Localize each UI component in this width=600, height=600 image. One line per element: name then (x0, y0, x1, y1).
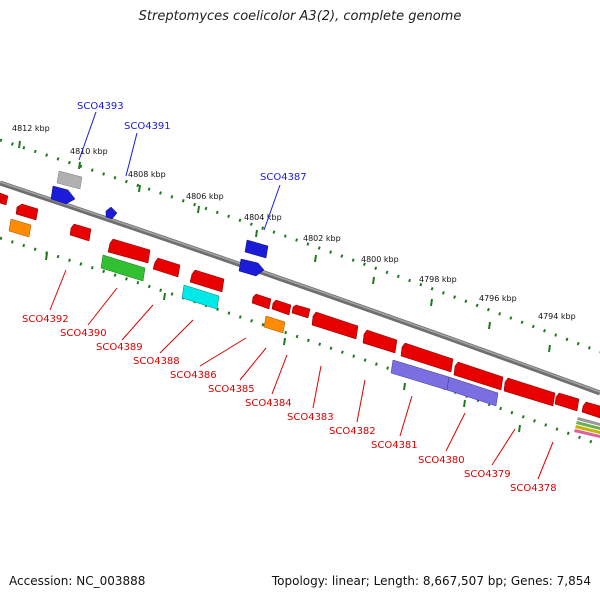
kbp-label: 4800 kbp (361, 255, 399, 264)
kbp-label: 4798 kbp (419, 275, 457, 284)
gene-label-sco4389[interactable]: SCO4389 (96, 342, 143, 353)
gene-label-sco4385[interactable]: SCO4385 (208, 384, 255, 395)
reverse-genes (0, 192, 600, 438)
gene-reverse[interactable] (453, 361, 504, 391)
gene-sco4391[interactable] (105, 206, 118, 220)
gene-reverse[interactable] (251, 293, 272, 310)
lower-major-ticks (45, 252, 521, 433)
gene-reverse[interactable] (503, 377, 556, 407)
topology-text: Topology: linear; Length: 8,667,507 bp; … (271, 574, 591, 588)
gene-reverse[interactable] (15, 203, 39, 221)
gene-label-sco4384[interactable]: SCO4384 (245, 398, 292, 409)
genome-backbone (0, 180, 600, 396)
gene-reverse[interactable] (362, 329, 398, 354)
gene-reverse[interactable] (291, 304, 311, 319)
gene-reverse[interactable] (107, 238, 151, 264)
gene-label-sco4392[interactable]: SCO4392 (22, 314, 69, 325)
gene-label-sco4379[interactable]: SCO4379 (464, 469, 511, 480)
gene-label-sco4388[interactable]: SCO4388 (133, 356, 180, 367)
gene-label-sco4387[interactable]: SCO4387 (260, 172, 307, 183)
gene-label-sco4382[interactable]: SCO4382 (329, 426, 376, 437)
gene-label-sco4393[interactable]: SCO4393 (77, 101, 124, 112)
gene-label-sco4390[interactable]: SCO4390 (60, 328, 107, 339)
gene-reverse[interactable] (271, 299, 292, 316)
gene-reverse[interactable] (8, 218, 32, 238)
kbp-label: 4810 kbp (70, 147, 108, 156)
gene-label-sco4378[interactable]: SCO4378 (510, 483, 557, 494)
kbp-label: 4794 kbp (538, 312, 576, 321)
gene-sco4386[interactable] (263, 315, 286, 334)
gene-sco4390[interactable] (100, 254, 146, 282)
gene-reverse[interactable] (581, 401, 600, 419)
accession-text: Accession: NC_003888 (9, 574, 146, 588)
gene-reverse[interactable] (554, 392, 580, 412)
kbp-label: 4808 kbp (128, 170, 166, 179)
kbp-label: 4802 kbp (303, 234, 341, 243)
gene-label-sco4391[interactable]: SCO4391 (124, 121, 171, 132)
gene-sco4393[interactable] (56, 170, 83, 190)
gene-label-sco4380[interactable]: SCO4380 (418, 455, 465, 466)
gene-reverse[interactable] (0, 192, 9, 206)
kbp-label: 4796 kbp (479, 294, 517, 303)
kbp-label: 4806 kbp (186, 192, 224, 201)
gene-forward[interactable] (50, 185, 76, 205)
map-title: Streptomyces coelicolor A3(2), complete … (138, 9, 462, 24)
gene-reverse[interactable] (69, 223, 92, 242)
gene-reverse[interactable] (189, 269, 225, 293)
gene-reverse[interactable] (152, 257, 181, 278)
kbp-label: 4804 kbp (244, 213, 282, 222)
gene-forward[interactable] (238, 258, 265, 277)
kbp-label: 4812 kbp (12, 124, 50, 133)
upper-major-ticks (18, 140, 551, 353)
gene-sco4387[interactable] (244, 239, 269, 259)
gene-label-sco4383[interactable]: SCO4383 (287, 412, 334, 423)
gene-reverse[interactable] (311, 311, 359, 340)
gene-sco4380[interactable] (446, 376, 499, 407)
gene-label-sco4386[interactable]: SCO4386 (170, 370, 217, 381)
gene-label-sco4381[interactable]: SCO4381 (371, 440, 418, 451)
gene-reverse[interactable] (400, 342, 454, 373)
gene-sco4388[interactable] (181, 284, 220, 310)
forward-genes (50, 170, 269, 277)
